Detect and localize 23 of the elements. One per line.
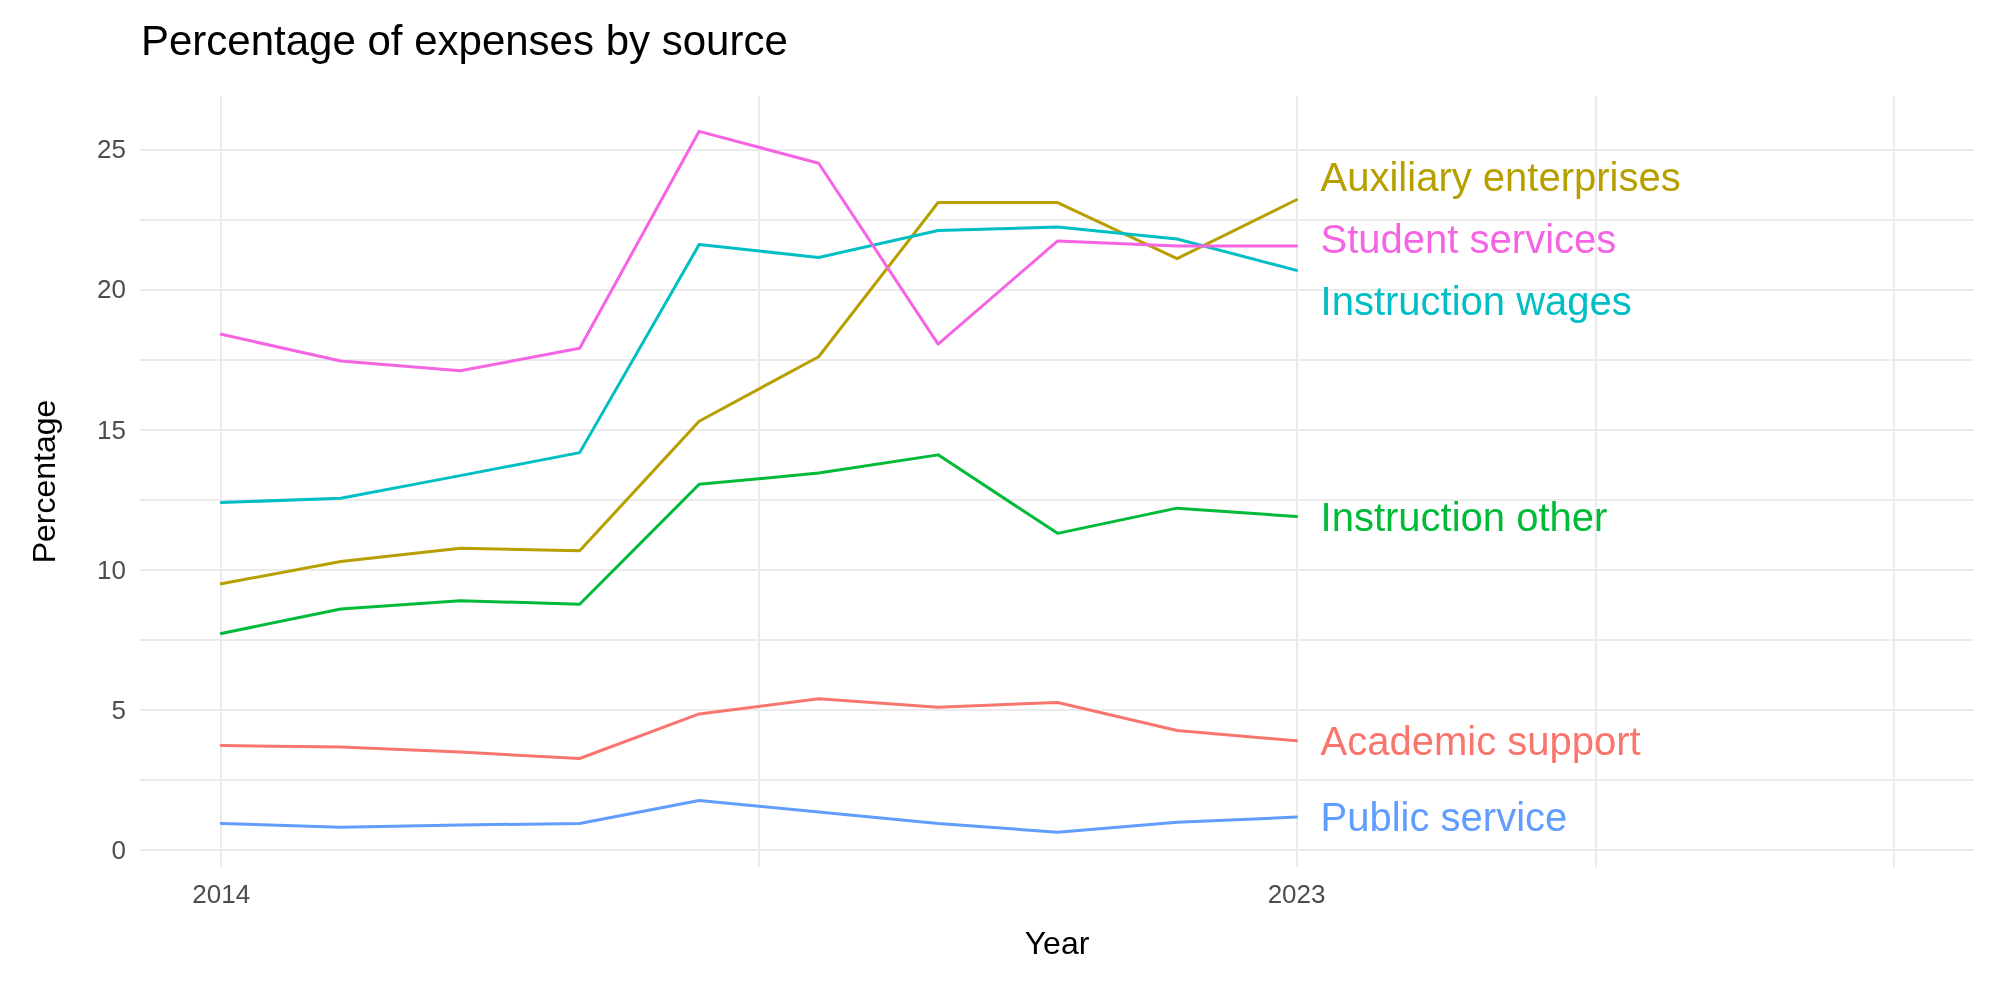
y-tick-label: 25 bbox=[97, 134, 126, 165]
line-series bbox=[219, 198, 1299, 586]
x-tick-label: 2014 bbox=[192, 879, 251, 909]
line-series bbox=[219, 697, 1299, 760]
series-label: Instruction wages bbox=[1320, 278, 1632, 323]
y-tick-label: 5 bbox=[111, 695, 126, 725]
chart-title: Percentage of expenses by source bbox=[141, 16, 788, 64]
line-series bbox=[219, 453, 1299, 635]
line-series bbox=[219, 129, 1299, 373]
y-tick-label: 15 bbox=[97, 414, 126, 445]
series-label: Instruction other bbox=[1320, 494, 1608, 539]
series-label: Public service bbox=[1320, 795, 1568, 840]
y-tick-label: 20 bbox=[97, 274, 126, 305]
series-label: Auxiliary enterprises bbox=[1320, 154, 1681, 199]
y-tick-label: 0 bbox=[111, 835, 126, 866]
y-axis-title: Percentage bbox=[26, 399, 62, 564]
x-tick-label: 2023 bbox=[1267, 879, 1326, 909]
x-axis-title: Year bbox=[1024, 925, 1090, 961]
y-tick-label: 10 bbox=[97, 554, 126, 585]
series-label: Academic support bbox=[1320, 718, 1641, 763]
line-series bbox=[219, 225, 1299, 505]
line-series bbox=[219, 799, 1299, 834]
series-label: Student services bbox=[1320, 216, 1617, 261]
